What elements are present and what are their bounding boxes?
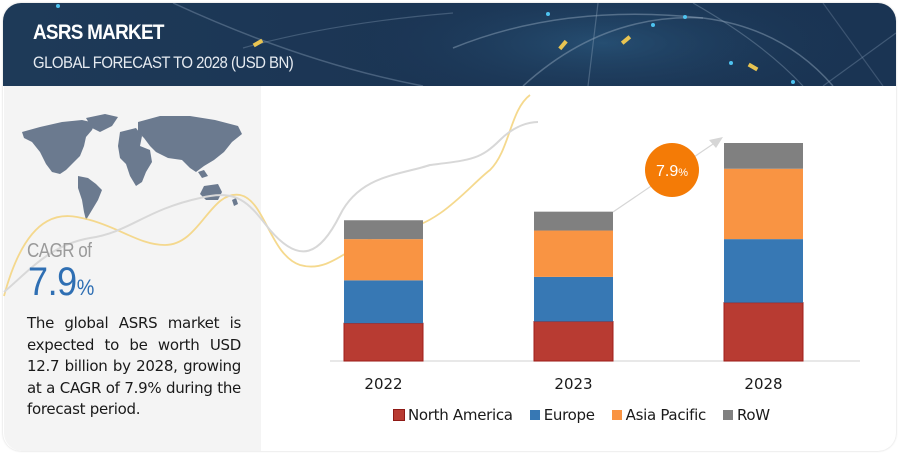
decorative-curve-yellow: [3, 94, 531, 297]
cagr-callout-label: 7.9%: [656, 163, 688, 180]
cagr-unit: %: [76, 275, 95, 300]
legend-label: North America: [408, 406, 513, 424]
cagr-callout-circle: [645, 143, 699, 197]
legend-swatch: [393, 409, 405, 421]
legend-label: RoW: [736, 406, 770, 424]
cagr-value: 7.9%: [28, 260, 94, 305]
bar-europe-2022: [344, 280, 423, 324]
chart-legend: North America Europe Asia Pacific RoW: [393, 406, 787, 424]
bar-europe-2023: [534, 276, 613, 322]
bar-europe-2028: [724, 239, 803, 303]
bar-north-america-2028: [723, 302, 804, 362]
decorative-curve-gray: [3, 121, 539, 293]
cagr-label: CAGR of: [27, 240, 92, 262]
bar-asia-pacific-2028: [724, 168, 803, 240]
bar-asia-pacific-2022: [344, 239, 423, 281]
bar-north-america-2022: [343, 322, 424, 362]
bar-row-2028: [724, 143, 803, 169]
legend-item-europe: Europe: [529, 406, 595, 424]
legend-item-north-america: North America: [393, 406, 513, 424]
legend-swatch: [722, 410, 733, 420]
world-map-icon: [22, 114, 242, 220]
legend-label: Asia Pacific: [625, 406, 707, 424]
market-summary-text: The global ASRS market is expected to be…: [27, 314, 241, 418]
bar-row-2022: [344, 220, 423, 240]
header-fiber-background: [56, 3, 896, 86]
bar-north-america-2023: [533, 321, 614, 362]
x-tick-label: 2028: [744, 375, 782, 393]
header-banner: ASRS MARKET GLOBAL FORECAST TO 2028 (USD…: [3, 3, 896, 86]
x-tick-label: 2022: [364, 375, 402, 393]
legend-label: Europe: [543, 406, 595, 424]
page-subtitle: GLOBAL FORECAST TO 2028 (USD BN): [33, 53, 294, 72]
growth-arrow-head: [709, 137, 723, 148]
bar-row-2023: [534, 211, 613, 231]
legend-swatch: [529, 410, 540, 420]
cagr-number: 7.9: [28, 260, 77, 304]
legend-item-asia-pacific: Asia Pacific: [611, 406, 707, 424]
bar-asia-pacific-2023: [534, 230, 613, 277]
page-title: ASRS MARKET: [33, 21, 164, 44]
x-tick-label: 2023: [554, 375, 592, 393]
legend-swatch: [611, 410, 622, 420]
legend-item-row: RoW: [722, 406, 770, 424]
